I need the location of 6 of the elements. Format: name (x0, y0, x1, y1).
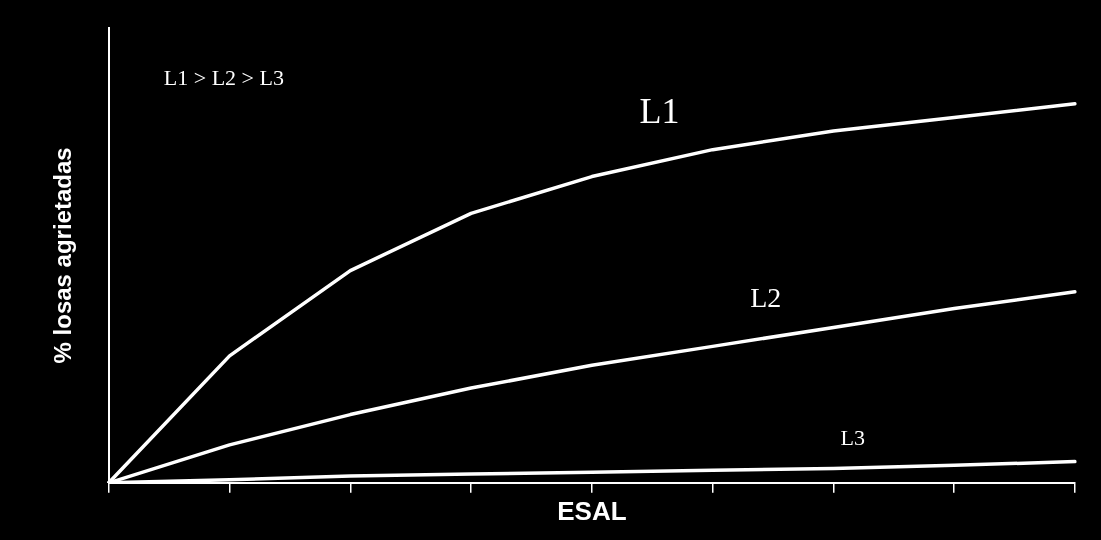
y-axis-title: % losas agrietadas (49, 147, 77, 364)
series-label: L2 (750, 282, 782, 314)
series-label: L3 (840, 424, 865, 450)
series-label: L1 (639, 90, 680, 131)
x-axis-title: ESAL (557, 495, 627, 526)
text: L1 > L2 > L3 (163, 64, 284, 90)
